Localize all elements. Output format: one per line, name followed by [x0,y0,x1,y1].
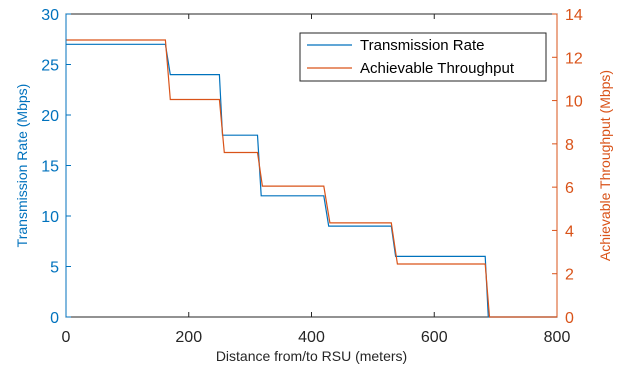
x-tick-label: 200 [175,329,202,346]
right-tick-label: 14 [565,7,583,24]
x-tick-label: 800 [544,329,571,346]
left-axis-title: Transmission Rate (Mbps) [14,84,30,248]
x-tick-label: 600 [421,329,448,346]
right-tick-label: 12 [565,50,583,67]
right-tick-label: 4 [565,223,574,240]
left-tick-label: 25 [41,58,59,75]
x-axis-ticks: 0 200 400 600 800 [62,14,571,346]
legend-box [299,32,547,82]
legend-label-achievable-throughput: Achievable Throughput [360,60,515,77]
left-axis-ticks: 0 5 10 15 20 25 30 [41,7,71,327]
series-line-achievable-throughput [66,39,557,318]
legend: Transmission Rate Achievable Throughput [299,32,547,82]
left-tick-label: 0 [50,310,59,327]
series-layer [66,39,557,318]
left-tick-label: 30 [41,7,59,24]
left-tick-label: 5 [50,260,59,277]
right-axis-ticks: 0 2 4 6 8 10 12 14 [552,7,583,327]
left-tick-label: 10 [41,209,59,226]
x-axis-title: Distance from/to RSU (meters) [216,348,407,364]
left-tick-label: 20 [41,108,59,125]
series-line-transmission-rate [66,43,557,318]
x-tick-label: 400 [298,329,325,346]
legend-label-transmission-rate: Transmission Rate [360,37,484,54]
right-tick-label: 0 [565,310,574,327]
x-tick-label: 0 [62,329,71,346]
right-tick-label: 10 [565,94,583,111]
right-tick-label: 8 [565,137,574,154]
left-tick-label: 15 [41,159,59,176]
right-tick-label: 6 [565,180,574,197]
right-axis-title: Achievable Throughput (Mbps) [597,70,613,261]
right-tick-label: 2 [565,267,574,284]
